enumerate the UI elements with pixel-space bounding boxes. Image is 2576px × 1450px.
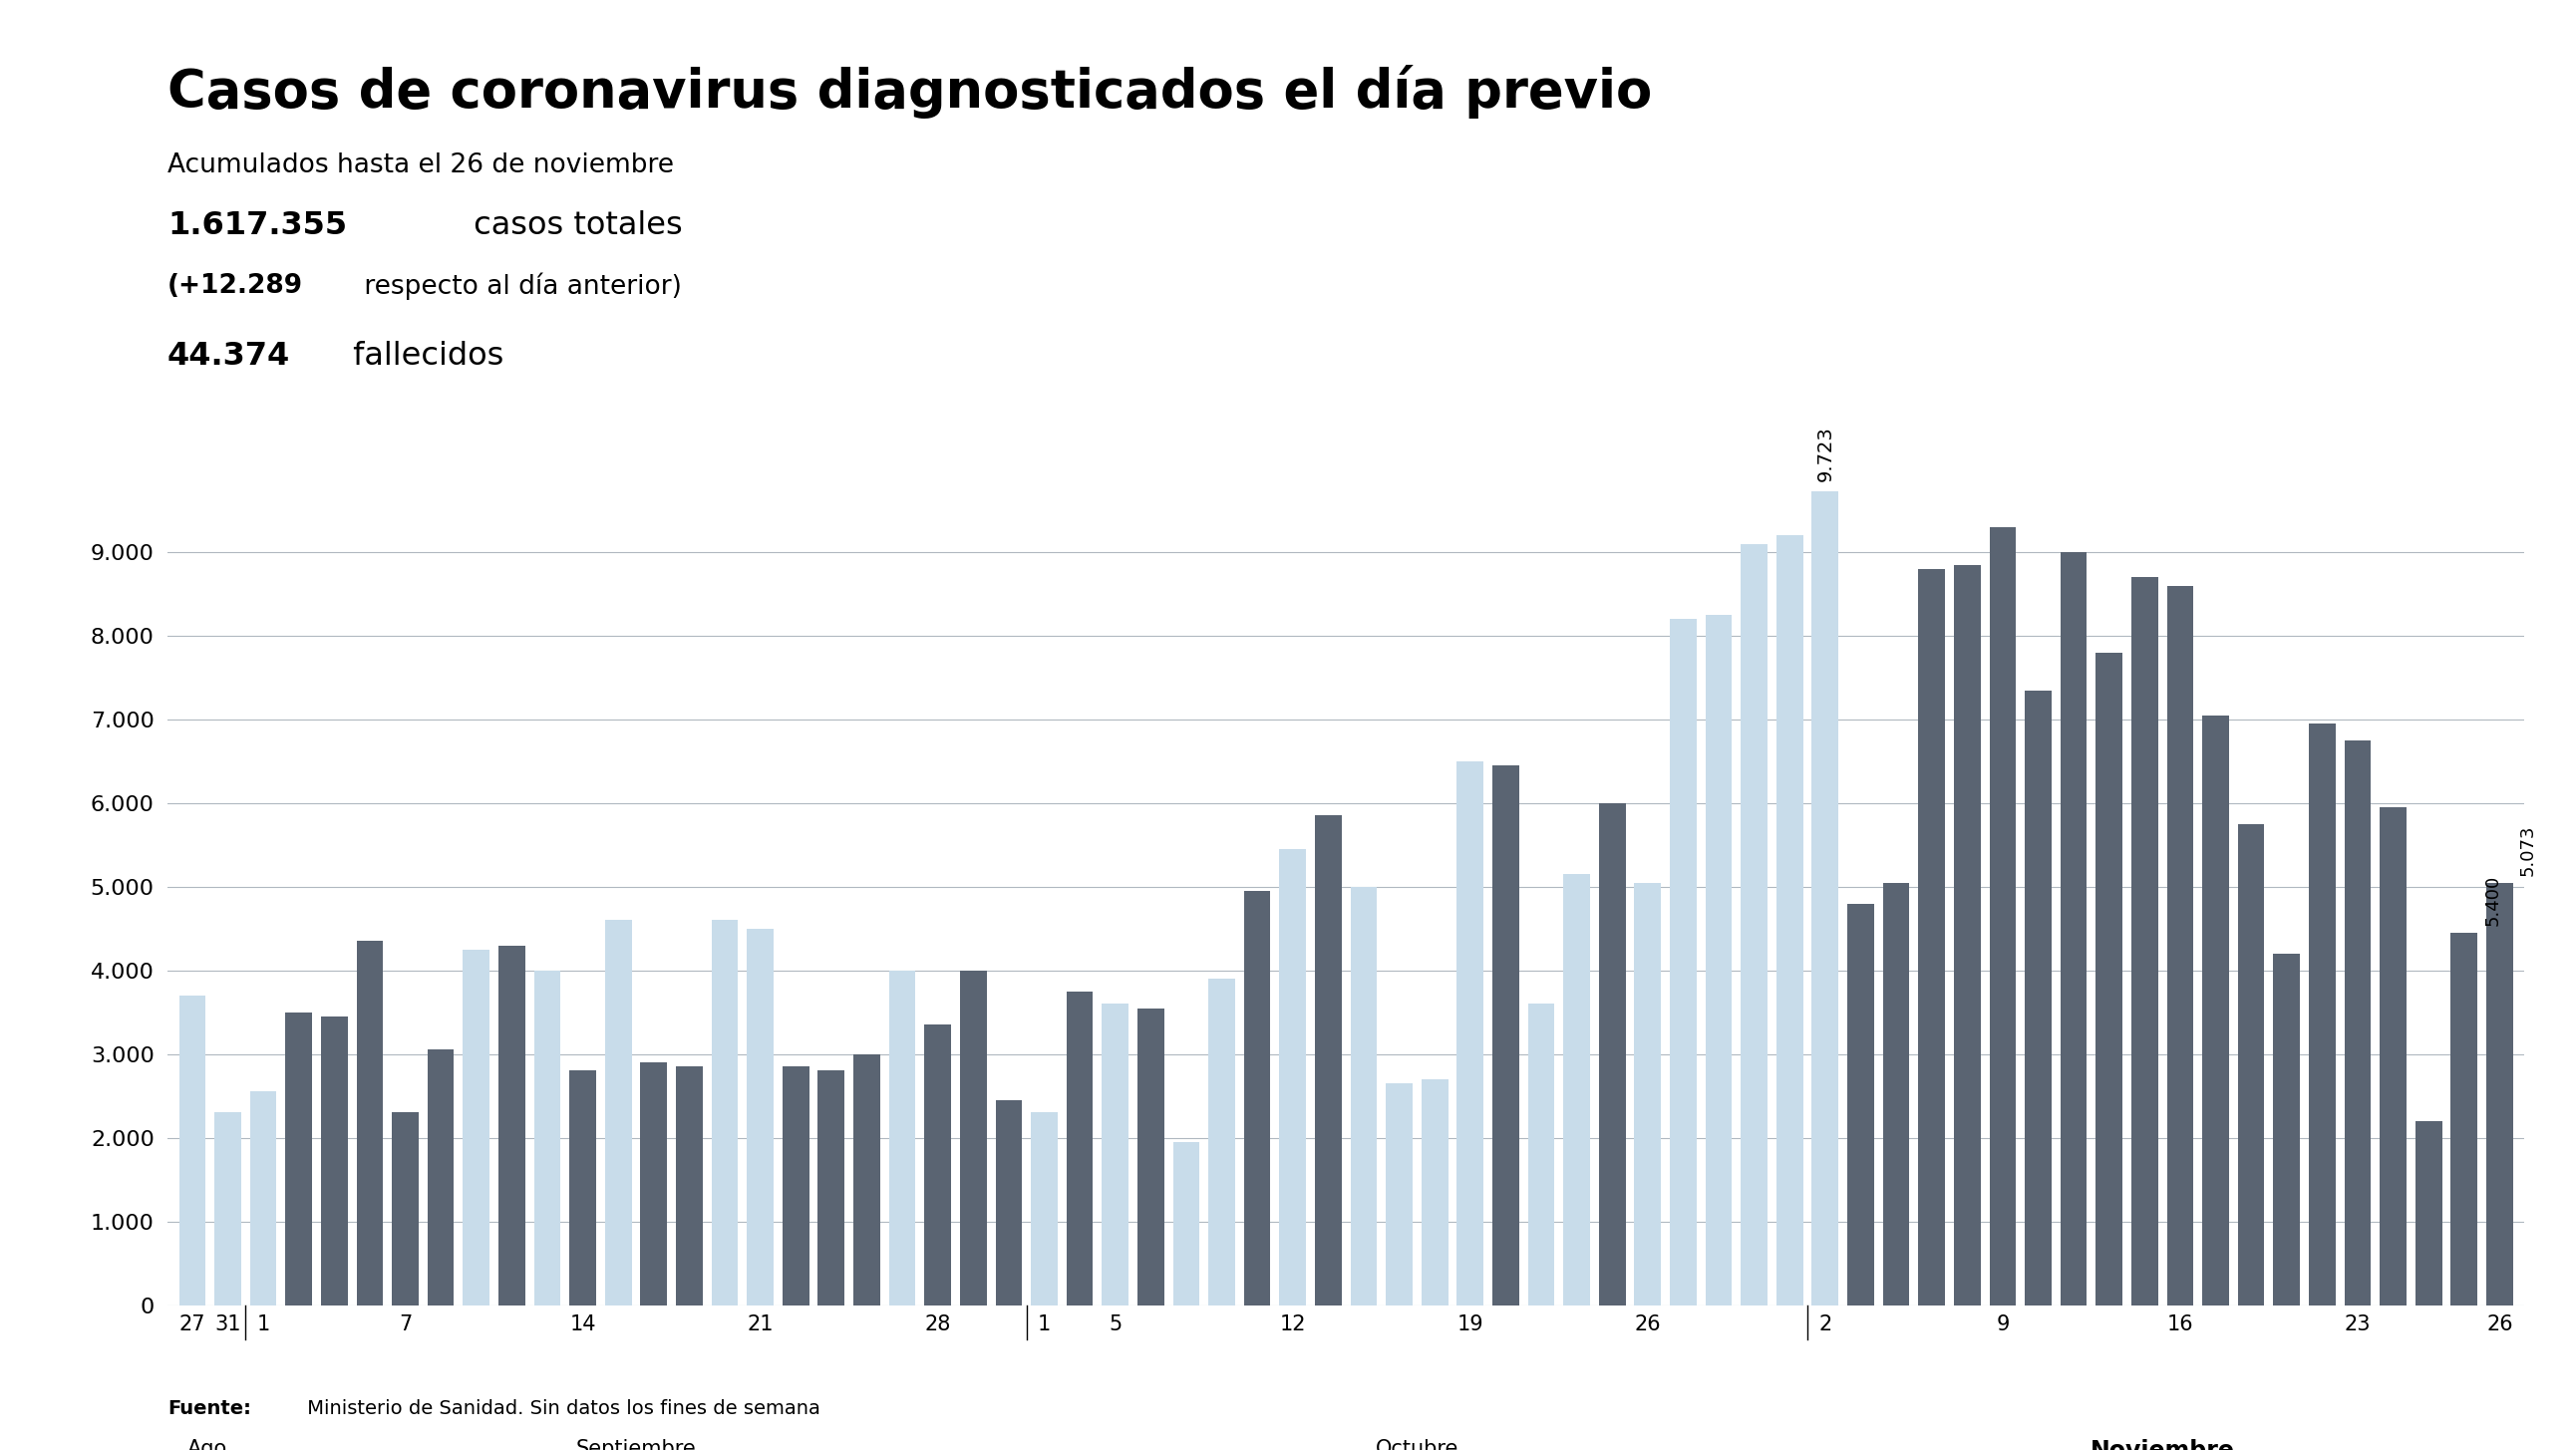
Bar [1314, 815, 1342, 1305]
Bar [1280, 850, 1306, 1305]
Bar [1350, 887, 1378, 1305]
Bar [853, 1054, 881, 1305]
Bar [1172, 1143, 1200, 1305]
Text: 1.617.355: 1.617.355 [167, 210, 348, 241]
Bar [2380, 808, 2406, 1305]
Bar [1458, 761, 1484, 1305]
Text: Acumulados hasta el 26 de noviembre: Acumulados hasta el 26 de noviembre [167, 152, 675, 178]
Text: 5.400: 5.400 [2483, 874, 2501, 927]
Bar [1705, 615, 1731, 1305]
Bar [2202, 715, 2228, 1305]
Bar [569, 1070, 595, 1305]
Text: Ago.: Ago. [188, 1438, 234, 1450]
Bar [1528, 1003, 1553, 1305]
Bar [2166, 586, 2195, 1305]
Bar [2416, 1121, 2442, 1305]
Bar [1492, 766, 1520, 1305]
Bar [2308, 724, 2336, 1305]
Text: Casos de coronavirus diagnosticados el día previo: Casos de coronavirus diagnosticados el d… [167, 65, 1651, 119]
Bar [1422, 1079, 1448, 1305]
Bar [2239, 824, 2264, 1305]
Text: Septiembre: Septiembre [577, 1438, 696, 1450]
Bar [1919, 568, 1945, 1305]
Bar [819, 1070, 845, 1305]
Text: Fuente:: Fuente: [167, 1399, 250, 1418]
Text: 44.374: 44.374 [167, 341, 291, 371]
Bar [286, 1012, 312, 1305]
Bar [1953, 564, 1981, 1305]
Bar [889, 970, 914, 1305]
Text: 5.073: 5.073 [2519, 825, 2537, 876]
Bar [428, 1050, 453, 1305]
Bar [1741, 544, 1767, 1305]
Bar [2130, 577, 2159, 1305]
Text: Ministerio de Sanidad. Sin datos los fines de semana: Ministerio de Sanidad. Sin datos los fin… [301, 1399, 822, 1418]
Bar [1811, 492, 1839, 1305]
Bar [178, 996, 206, 1305]
Text: Octubre: Octubre [1376, 1438, 1458, 1450]
Bar [747, 928, 773, 1305]
Bar [641, 1063, 667, 1305]
Text: fallecidos: fallecidos [343, 341, 502, 371]
Bar [2097, 652, 2123, 1305]
Bar [2344, 741, 2370, 1305]
Bar [1208, 979, 1234, 1305]
Bar [1030, 1112, 1059, 1305]
Bar [1600, 803, 1625, 1305]
Bar [925, 1025, 951, 1305]
Bar [464, 950, 489, 1305]
Bar [1633, 883, 1662, 1305]
Text: 9.723: 9.723 [1816, 426, 1834, 481]
Bar [994, 1101, 1023, 1305]
Bar [2486, 883, 2514, 1305]
Bar [1066, 992, 1092, 1305]
Bar [2061, 552, 2087, 1305]
Bar [1883, 883, 1909, 1305]
Bar [1989, 526, 2017, 1305]
Bar [533, 970, 562, 1305]
Bar [675, 1067, 703, 1305]
Bar [497, 945, 526, 1305]
Bar [1564, 874, 1589, 1305]
Text: respecto al día anterior): respecto al día anterior) [355, 273, 680, 300]
Bar [961, 970, 987, 1305]
Bar [214, 1112, 242, 1305]
Bar [1139, 1008, 1164, 1305]
Bar [2450, 932, 2478, 1305]
Text: casos totales: casos totales [464, 210, 683, 241]
Bar [322, 1016, 348, 1305]
Bar [1244, 890, 1270, 1305]
Bar [1386, 1083, 1412, 1305]
Bar [2025, 690, 2050, 1305]
Text: Noviembre: Noviembre [2089, 1438, 2233, 1450]
Bar [783, 1067, 809, 1305]
Bar [605, 921, 631, 1305]
Bar [250, 1092, 276, 1305]
Bar [1669, 619, 1698, 1305]
Bar [711, 921, 739, 1305]
Bar [1103, 1003, 1128, 1305]
Bar [1777, 535, 1803, 1305]
Bar [392, 1112, 417, 1305]
Bar [1847, 903, 1873, 1305]
Bar [2275, 954, 2300, 1305]
Text: (+12.289: (+12.289 [167, 273, 304, 299]
Bar [355, 941, 384, 1305]
